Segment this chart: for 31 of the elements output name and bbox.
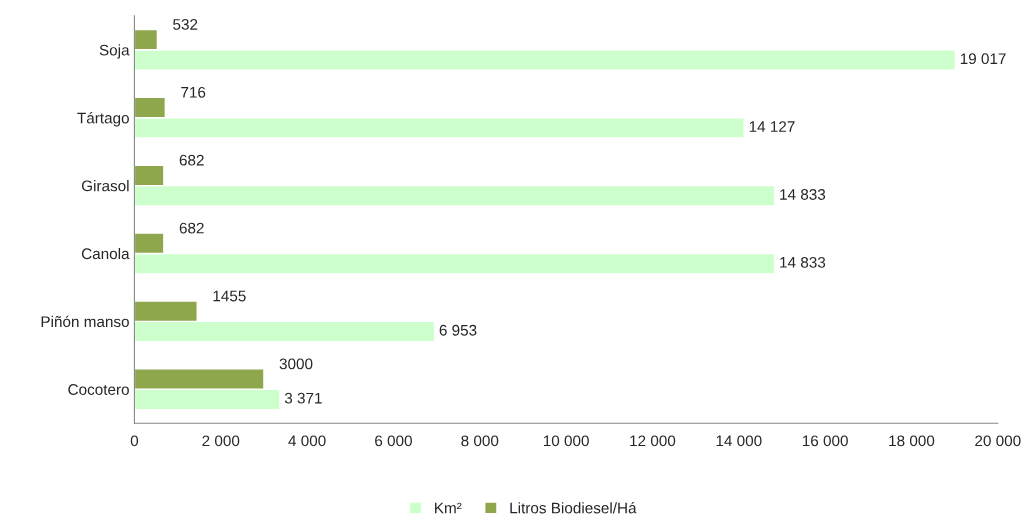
x-tick-label: 12 000 (630, 435, 676, 447)
data-label: 14 833 (780, 256, 826, 268)
data-label: 19 017 (960, 53, 1006, 65)
data-label: 3 371 (284, 392, 322, 404)
x-tick-label: 16 000 (802, 435, 848, 447)
legend-label: Km² (435, 502, 462, 514)
y-tick-label: Soja (99, 44, 130, 59)
x-tick-label: 8 000 (461, 435, 499, 447)
data-label: 682 (179, 154, 204, 166)
data-label: 716 (181, 86, 206, 98)
data-label: 6 953 (439, 324, 477, 336)
x-tick-label: 6 000 (375, 435, 412, 447)
y-tick-label: Piñón manso (41, 315, 129, 328)
data-label: 682 (179, 222, 204, 234)
data-label: 1455 (213, 290, 246, 302)
data-label: 14 833 (780, 189, 826, 200)
x-tick-label: 20 000 (975, 435, 1021, 447)
x-tick-label: 18 000 (889, 435, 935, 447)
y-tick-label: Canola (81, 247, 130, 260)
x-tick-label: 10 000 (543, 435, 589, 447)
x-tick-label: 4 000 (288, 435, 326, 447)
y-tick-label: Tártago (77, 112, 129, 127)
x-tick-label: 0 (130, 435, 139, 447)
y-tick-label: Girasol (81, 180, 129, 192)
data-label: 3000 (279, 358, 313, 370)
x-tick-label: 14 000 (716, 435, 762, 447)
data-label: 532 (173, 19, 198, 30)
x-tick-label: 2 000 (202, 435, 240, 447)
data-label: 14 127 (749, 121, 795, 132)
legend-label: Litros Biodiesel/Há (510, 502, 637, 514)
y-tick-label: Cocotero (68, 384, 129, 395)
